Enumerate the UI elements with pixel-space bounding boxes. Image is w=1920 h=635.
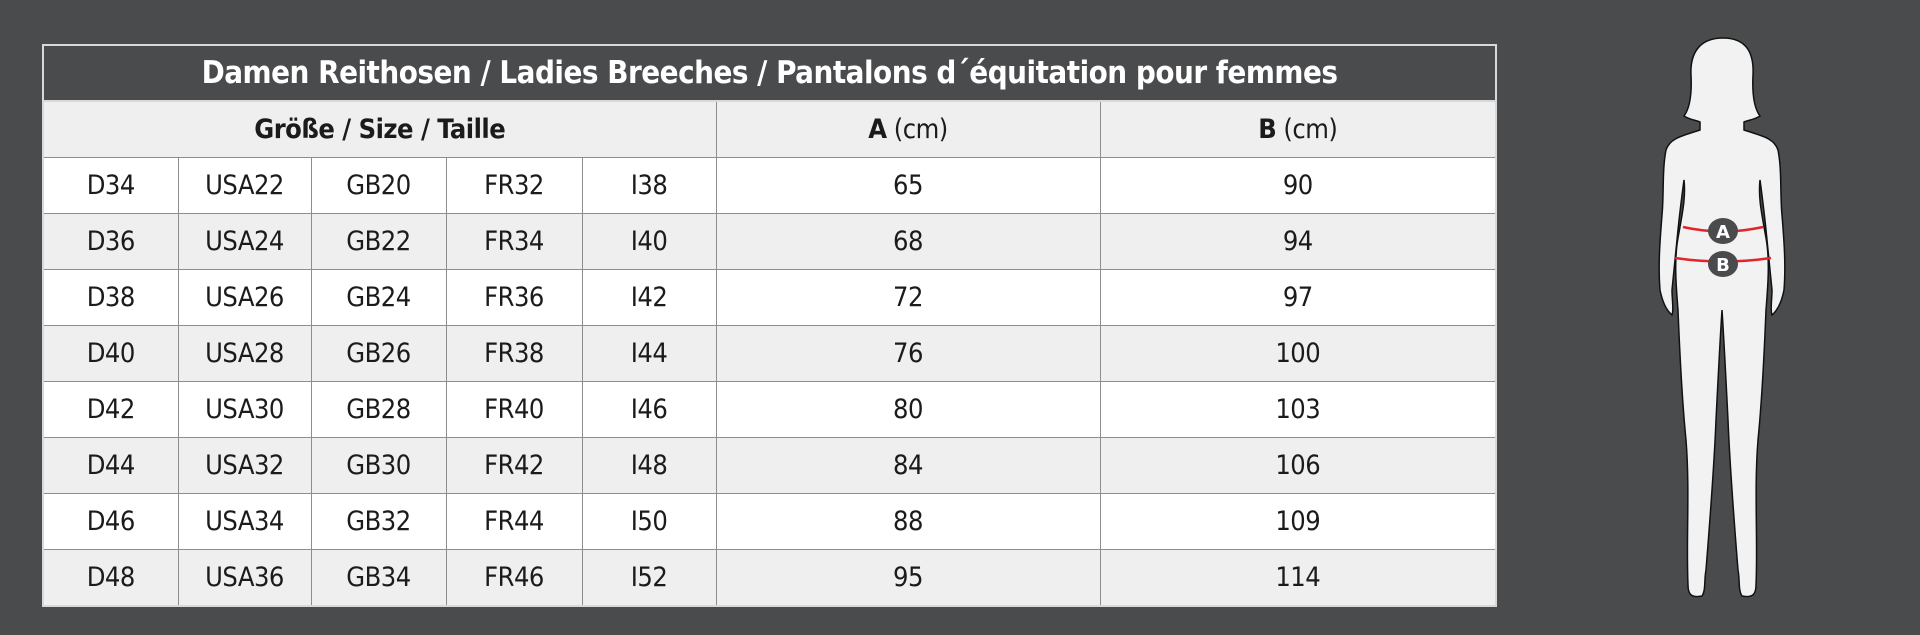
size-it-cell: I44 xyxy=(581,325,717,382)
size-it-cell: I46 xyxy=(581,381,717,438)
b-header: B (cm) xyxy=(1099,100,1497,158)
measure-a-cell: 84 xyxy=(715,437,1101,494)
size-de-cell: D38 xyxy=(42,269,179,326)
size-it-cell: I42 xyxy=(581,269,717,326)
table-row: D42 USA30 GB28 FR40 I46 80 103 xyxy=(42,381,1497,438)
measure-a-cell: 88 xyxy=(715,493,1101,550)
size-gb-cell: GB24 xyxy=(310,269,447,326)
size-it-cell: I52 xyxy=(581,549,717,607)
measure-b-cell: 100 xyxy=(1099,325,1497,382)
size-gb-cell: GB28 xyxy=(310,381,447,438)
size-usa-cell: USA30 xyxy=(177,381,312,438)
size-it-cell: I40 xyxy=(581,213,717,270)
a-letter: A xyxy=(868,114,887,145)
size-fr-cell: FR32 xyxy=(445,157,583,214)
size-it-cell: I38 xyxy=(581,157,717,214)
size-fr-cell: FR36 xyxy=(445,269,583,326)
measure-b-cell: 90 xyxy=(1099,157,1497,214)
size-fr-cell: FR34 xyxy=(445,213,583,270)
size-gb-cell: GB26 xyxy=(310,325,447,382)
size-fr-cell: FR38 xyxy=(445,325,583,382)
b-letter: B xyxy=(1258,114,1277,145)
size-chart-table: Damen Reithosen / Ladies Breeches / Pant… xyxy=(42,44,1498,607)
measure-a-cell: 95 xyxy=(715,549,1101,607)
size-usa-cell: USA36 xyxy=(177,549,312,607)
table-title: Damen Reithosen / Ladies Breeches / Pant… xyxy=(43,45,1497,102)
table-row: D36 USA24 GB22 FR34 I40 68 94 xyxy=(42,213,1497,270)
marker-a-label: A xyxy=(1716,222,1730,243)
size-fr-cell: FR44 xyxy=(445,493,583,550)
measure-a-cell: 80 xyxy=(715,381,1101,438)
female-silhouette xyxy=(1658,37,1786,598)
size-de-cell: D40 xyxy=(42,325,179,382)
size-usa-cell: USA24 xyxy=(177,213,312,270)
b-unit: (cm) xyxy=(1283,114,1338,145)
size-it-cell: I48 xyxy=(581,437,717,494)
marker-b-icon xyxy=(1708,251,1738,277)
table-row: D38 USA26 GB24 FR36 I42 72 97 xyxy=(42,269,1497,326)
size-usa-cell: USA32 xyxy=(177,437,312,494)
size-it-cell: I50 xyxy=(581,493,717,550)
table-row: D48 USA36 GB34 FR46 I52 95 114 xyxy=(42,549,1497,607)
size-header: Größe / Size / Taille xyxy=(42,100,717,158)
size-fr-cell: FR40 xyxy=(445,381,583,438)
size-de-cell: D46 xyxy=(42,493,179,550)
measure-b-cell: 106 xyxy=(1099,437,1497,494)
size-de-cell: D36 xyxy=(42,213,179,270)
measure-b-cell: 94 xyxy=(1099,213,1497,270)
size-fr-cell: FR42 xyxy=(445,437,583,494)
size-usa-cell: USA34 xyxy=(177,493,312,550)
size-gb-cell: GB32 xyxy=(310,493,447,550)
size-fr-cell: FR46 xyxy=(445,549,583,607)
measure-a-cell: 76 xyxy=(715,325,1101,382)
body-measurement-figure: A B xyxy=(1658,37,1786,598)
table-row: D40 USA28 GB26 FR38 I44 76 100 xyxy=(42,325,1497,382)
size-gb-cell: GB30 xyxy=(310,437,447,494)
size-de-cell: D42 xyxy=(42,381,179,438)
table-row: D44 USA32 GB30 FR42 I48 84 106 xyxy=(42,437,1497,494)
a-header: A (cm) xyxy=(715,100,1101,158)
measure-a-cell: 68 xyxy=(715,213,1101,270)
size-de-cell: D34 xyxy=(42,157,179,214)
size-de-cell: D44 xyxy=(42,437,179,494)
size-usa-cell: USA22 xyxy=(177,157,312,214)
measure-b-cell: 103 xyxy=(1099,381,1497,438)
measure-b-cell: 97 xyxy=(1099,269,1497,326)
measure-b-cell: 114 xyxy=(1099,549,1497,607)
size-usa-cell: USA28 xyxy=(177,325,312,382)
measure-a-cell: 65 xyxy=(715,157,1101,214)
table-row: D34 USA22 GB20 FR32 I38 65 90 xyxy=(42,157,1497,214)
size-gb-cell: GB34 xyxy=(310,549,447,607)
size-gb-cell: GB20 xyxy=(310,157,447,214)
measure-a-cell: 72 xyxy=(715,269,1101,326)
marker-a-icon xyxy=(1708,218,1738,244)
a-unit: (cm) xyxy=(893,114,948,145)
marker-b-label: B xyxy=(1716,255,1730,276)
table-row: D46 USA34 GB32 FR44 I50 88 109 xyxy=(42,493,1497,550)
size-gb-cell: GB22 xyxy=(310,213,447,270)
size-de-cell: D48 xyxy=(42,549,179,607)
measure-b-cell: 109 xyxy=(1099,493,1497,550)
size-usa-cell: USA26 xyxy=(177,269,312,326)
